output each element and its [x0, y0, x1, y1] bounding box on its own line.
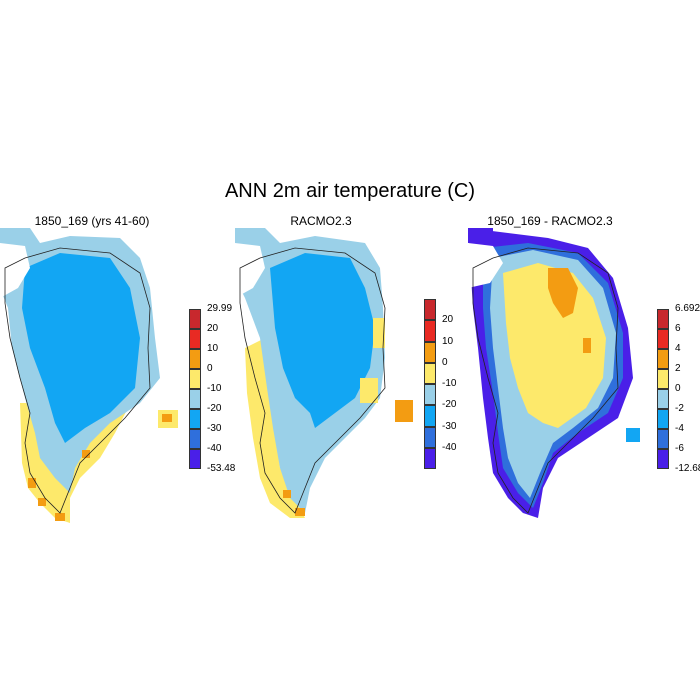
panel-1-map	[0, 228, 178, 523]
colorbar-swatch	[657, 429, 669, 449]
colorbar-swatch	[189, 409, 201, 429]
colorbar-swatch	[189, 429, 201, 449]
colorbar-swatch	[657, 389, 669, 409]
colorbar-tick-label: -2	[675, 403, 684, 414]
colorbar-tick-label: -10	[442, 378, 457, 389]
colorbar-tick-label: -4	[675, 423, 684, 434]
colorbar-tick-label: 4	[675, 343, 681, 354]
colorbar-swatch	[424, 384, 436, 406]
colorbar-swatch	[657, 369, 669, 389]
panel-2-title: RACMO2.3	[290, 214, 352, 228]
panel-2-colorbar: 20 10 0 -10 -20 -30 -40	[424, 299, 484, 469]
colorbar-tick-label: -10	[207, 383, 222, 394]
panel-2-map	[235, 228, 413, 518]
colorbar-tick-label: -30	[207, 423, 222, 434]
panel-3-map	[468, 228, 640, 518]
colorbar-swatch	[424, 341, 436, 363]
colorbar-tick-label: -30	[442, 420, 457, 432]
colorbar-tick-label: 0	[675, 383, 681, 394]
panel-3-colorbar: 6.692 6 4 2 0 -2 -4 -6 -12.68	[657, 303, 700, 474]
colorbar-tick-label: 0	[442, 356, 448, 368]
colorbar-tick-label: -20	[442, 399, 457, 411]
colorbar-tick-label: -20	[207, 403, 222, 414]
colorbar-tick-label: -6	[675, 443, 684, 454]
colorbar-tick-label: 6.692	[675, 303, 700, 314]
colorbar-tick-label: 10	[207, 343, 219, 354]
colorbar-swatch	[424, 405, 436, 427]
colorbar-swatch	[424, 299, 436, 321]
colorbar-tick-label: -40	[442, 441, 457, 453]
colorbar-swatch	[424, 362, 436, 384]
colorbar-tick-label: 20	[207, 323, 219, 334]
colorbar-tick-label: -53.48	[207, 463, 236, 474]
panel-1-colorbar: 29.99 20 10 0 -10 -20 -30 -40 -53.48	[189, 303, 249, 474]
colorbar-tick-label: -12.68	[675, 463, 700, 474]
colorbar-swatch	[657, 349, 669, 369]
colorbar-swatch	[189, 329, 201, 349]
colorbar-tick-label: 20	[442, 314, 454, 326]
colorbar-swatch	[424, 447, 436, 469]
colorbar-tick-label: 0	[207, 363, 213, 374]
colorbar-tick-label: 6	[675, 323, 681, 334]
colorbar-swatch	[657, 329, 669, 349]
colorbar-swatch	[657, 309, 669, 329]
colorbar-swatch	[189, 309, 201, 329]
colorbar-swatch	[189, 349, 201, 369]
colorbar-swatch	[189, 389, 201, 409]
colorbar-tick-label: 29.99	[207, 303, 233, 314]
panel-1-title: 1850_169 (yrs 41-60)	[34, 214, 150, 228]
colorbar-tick-label: -40	[207, 443, 222, 454]
figure-title: ANN 2m air temperature (C)	[224, 180, 476, 202]
colorbar-swatch	[657, 409, 669, 429]
colorbar-swatch	[189, 449, 201, 469]
colorbar-tick-label: 10	[442, 335, 454, 347]
colorbar-swatch	[424, 320, 436, 342]
colorbar-tick-label: 2	[675, 363, 681, 374]
colorbar-swatch	[657, 449, 669, 469]
colorbar-swatch	[424, 426, 436, 448]
colorbar-swatch	[189, 369, 201, 389]
panel-3-title: 1850_169 - RACMO2.3	[487, 214, 613, 228]
